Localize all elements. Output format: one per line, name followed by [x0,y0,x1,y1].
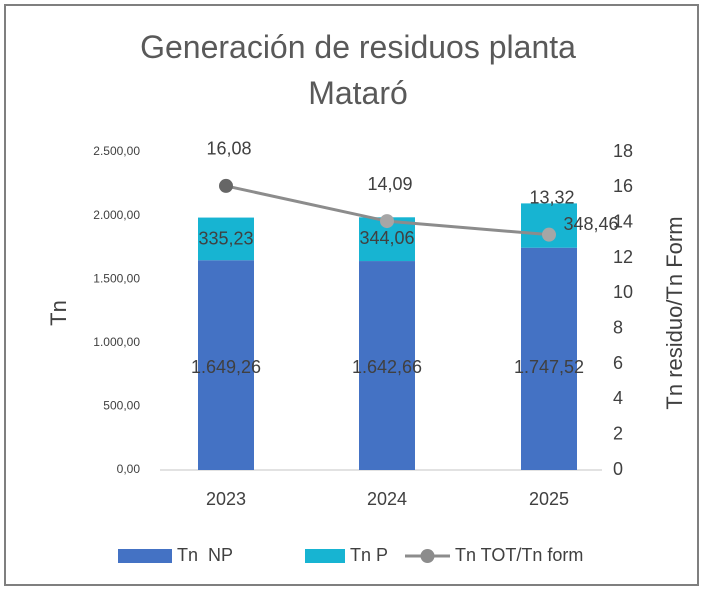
y-tick-label: 500,00 [103,399,140,413]
x-tick-label: 2025 [529,489,569,509]
y-tick-label: 2.000,00 [93,208,140,222]
line-label: 13,32 [529,187,574,207]
y2-axis-title: Tn residuo/Tn Form [662,216,687,409]
data-label: 348,46 [563,214,618,234]
x-tick-label: 2023 [206,489,246,509]
bar [198,217,254,261]
data-label: 1.649,26 [191,357,261,377]
y2-tick-label: 18 [613,141,633,161]
line-marker [219,178,233,193]
bar [359,261,415,470]
legend-label: Tn TOT/Tn form [455,545,583,565]
legend-marker [420,549,435,563]
data-label: 1.642,66 [352,357,422,377]
y-tick-label: 0,00 [117,462,141,476]
data-label: 344,06 [359,228,414,248]
y2-tick-label: 0 [613,459,623,479]
y2-tick-label: 14 [613,211,633,231]
legend-label: Tn P [350,545,388,565]
y2-tick-label: 10 [613,282,633,302]
legend-label: Tn NP [177,545,233,565]
data-label: 1.747,52 [514,357,584,377]
data-label: 335,23 [198,228,253,248]
y2-tick-label: 2 [613,423,623,443]
bar [198,260,254,470]
y2-tick-label: 6 [613,353,623,373]
y2-tick-label: 12 [613,247,633,267]
x-tick-label: 2024 [367,489,407,509]
y2-tick-label: 16 [613,176,633,196]
legend-swatch [305,549,345,563]
chart-title: Generación de residuos planta Mataró [140,29,576,111]
bar [521,247,577,470]
legend-swatch [118,549,172,563]
y-axis-title: Tn [46,300,71,326]
line-label: 16,08 [206,139,251,159]
y-tick-label: 1.000,00 [93,335,140,349]
y2-tick-label: 4 [613,388,623,408]
y-tick-label: 2.500,00 [93,144,140,158]
y-tick-label: 1.500,00 [93,271,140,285]
line-marker [380,214,394,229]
line-marker [542,227,556,242]
line-label: 14,09 [367,174,412,194]
chart-border [4,4,699,586]
y2-tick-label: 8 [613,317,623,337]
